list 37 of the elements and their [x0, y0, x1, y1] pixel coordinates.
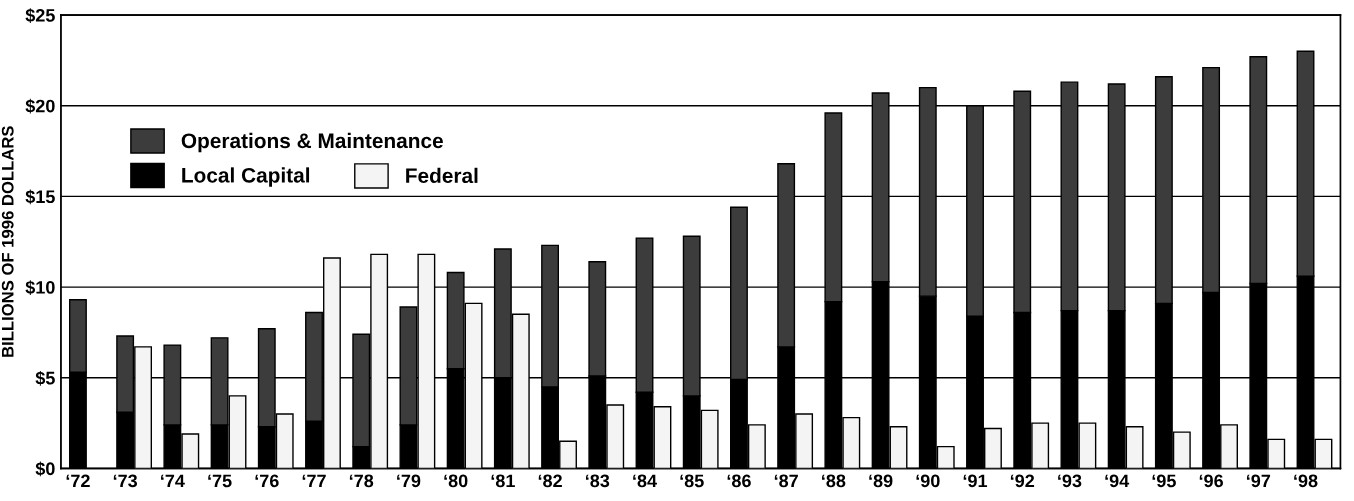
y-tick-label: $5 [35, 370, 55, 386]
x-tick-label: ‘94 [1105, 474, 1130, 488]
x-tick-label: ‘85 [680, 474, 704, 488]
y-tick-label: $25 [25, 8, 55, 23]
y-tick-label: $15 [25, 189, 55, 205]
x-tick-label: ‘79 [397, 474, 421, 488]
x-tick-label: ‘93 [1058, 474, 1082, 488]
y-axis-title: BILLIONS OF 1996 DOLLARS [1, 126, 14, 357]
x-tick-label: ‘96 [1199, 474, 1223, 488]
x-tick-label: ‘86 [727, 474, 751, 488]
x-tick-label: ‘78 [349, 474, 374, 488]
x-tick-label: ‘90 [916, 474, 940, 488]
x-tick-label: ‘83 [585, 474, 610, 488]
x-tick-label: ‘98 [1294, 474, 1318, 488]
x-tick-label: ‘77 [302, 474, 326, 488]
x-tick-label: ‘72 [66, 474, 90, 488]
x-tick-label: ‘92 [1010, 474, 1035, 488]
x-tick-label: ‘82 [538, 474, 562, 488]
x-tick-label: ‘80 [444, 474, 468, 488]
legend-label: Local Capital [182, 167, 310, 187]
x-tick-label: ‘76 [255, 474, 279, 488]
x-tick-label: ‘97 [1246, 474, 1271, 488]
x-tick-label: ‘87 [774, 474, 798, 488]
x-tick-label: ‘81 [491, 474, 515, 488]
x-tick-label: ‘95 [1152, 474, 1176, 488]
x-tick-label: ‘75 [208, 474, 232, 488]
x-tick-label: ‘84 [633, 474, 657, 488]
legend-label: Operations & Maintenance [181, 132, 443, 153]
y-tick-label: $0 [35, 461, 55, 477]
x-tick-label: ‘74 [161, 474, 185, 488]
y-tick-label: $20 [25, 98, 55, 114]
y-tick-label: $10 [25, 280, 55, 295]
x-tick-label: ‘73 [113, 474, 138, 488]
text: Federal [406, 167, 478, 184]
x-tick-label: ‘91 [963, 474, 988, 488]
x-tick-label: ‘88 [822, 474, 846, 488]
x-tick-label: ‘89 [869, 474, 893, 488]
